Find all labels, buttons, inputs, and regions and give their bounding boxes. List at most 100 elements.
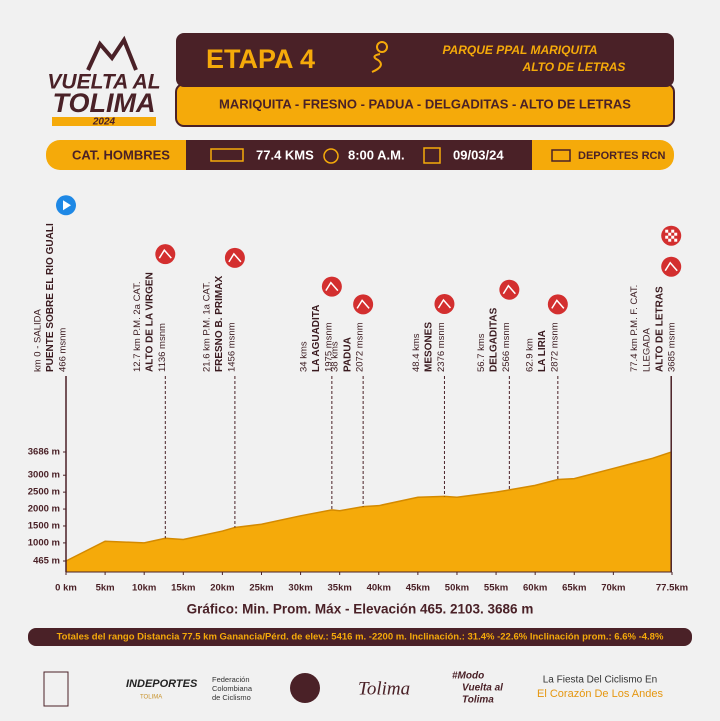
route: MARIQUITA - FRESNO - PADUA - DELGADITAS … bbox=[219, 96, 631, 111]
x-tick-label: 20km bbox=[210, 583, 234, 594]
y-tick-label: 1000 m bbox=[28, 537, 60, 548]
x-tick-label: 35km bbox=[328, 583, 352, 594]
x-tick-label: 50km bbox=[445, 583, 469, 594]
waypoint-info: 56.7 kms bbox=[476, 333, 487, 372]
finish-check bbox=[674, 232, 678, 236]
climb-icon bbox=[547, 294, 568, 315]
logo-line2: TOLIMA bbox=[53, 88, 156, 118]
logo-band bbox=[52, 117, 156, 126]
waypoint-info: 77.4 km P.M. F. CAT. bbox=[629, 285, 640, 372]
clock-icon bbox=[323, 148, 339, 164]
climb-icon bbox=[434, 293, 455, 314]
ruler-icon bbox=[210, 148, 244, 162]
waypoint-info: km 0 - SALIDA bbox=[33, 309, 44, 372]
x-tick-label: 55km bbox=[484, 583, 508, 594]
y-tick-label: 3000 m bbox=[28, 470, 60, 481]
waypoint-info: 2872 msnm bbox=[549, 322, 560, 372]
x-tick-label: 77.5km bbox=[656, 583, 688, 594]
time: 8:00 A.M. bbox=[348, 147, 405, 162]
waypoint-info: 2566 msnm bbox=[501, 322, 512, 372]
logo-line1: VUELTA AL bbox=[47, 71, 160, 94]
x-tick-label: 70km bbox=[601, 583, 625, 594]
waypoint-name: MESONES bbox=[424, 322, 435, 372]
stage-box bbox=[176, 33, 674, 87]
start-icon-arrow bbox=[63, 200, 71, 211]
waypoint-info: 466 msnm bbox=[58, 328, 69, 372]
climb-icon bbox=[661, 256, 682, 277]
federation-2: Colombiana bbox=[212, 684, 253, 693]
finish-check bbox=[674, 238, 678, 242]
climb-icon-mountain bbox=[325, 281, 339, 292]
end-place: ALTO DE LETRAS bbox=[522, 60, 626, 74]
climb-icon bbox=[499, 279, 520, 300]
y-tick-label: 2000 m bbox=[28, 504, 60, 515]
climb-icon-mountain bbox=[502, 284, 516, 295]
logo-year: 2024 bbox=[92, 117, 116, 128]
waypoint-info: 2072 msnm bbox=[355, 322, 366, 372]
waypoint-name: PADUA bbox=[342, 337, 353, 372]
waypoint-info: 1975 msnm bbox=[323, 322, 334, 372]
finish-check bbox=[668, 238, 672, 242]
x-tick-label: 10km bbox=[132, 583, 156, 594]
indeportes-tolima: TOLIMA bbox=[140, 695, 162, 701]
waypoint-name: LA LIRIA bbox=[537, 330, 548, 372]
x-tick-label: 40km bbox=[367, 583, 391, 594]
hashtag-1: #Modo bbox=[452, 671, 484, 682]
hashtag-3: Tolima bbox=[462, 695, 494, 706]
broadcaster: DEPORTES RCN bbox=[578, 150, 665, 162]
climb-icon-mountain bbox=[664, 261, 678, 272]
waypoint-info: 12.7 km P.M. 2a CAT. bbox=[132, 282, 143, 372]
stage-title: ETAPA 4 bbox=[206, 44, 315, 74]
waypoint-info: LLEGADA bbox=[642, 328, 653, 372]
waypoint-info: 2376 msnm bbox=[436, 322, 447, 372]
climb-icon bbox=[155, 244, 176, 265]
elevation-area bbox=[66, 452, 672, 572]
category: CAT. HOMBRES bbox=[72, 147, 170, 162]
tolima-brand: Tolima bbox=[358, 678, 410, 699]
elevation-chart: 0 km 5km 10km 15km 20km 25km 30km 35km 40km 45km 5… bbox=[28, 195, 688, 594]
y-tick-label: 465 m bbox=[33, 556, 60, 567]
waypoint-info: 1136 msnm bbox=[157, 323, 168, 372]
climb-icon-mountain bbox=[356, 299, 370, 309]
x-tick-label: 0 km bbox=[55, 583, 77, 594]
x-tick-label: 25km bbox=[249, 583, 273, 594]
waypoint-info: 62.9 km bbox=[524, 338, 535, 372]
x-tick-label: 5km bbox=[96, 583, 115, 594]
y-tick-label: 2500 m bbox=[28, 487, 60, 498]
waypoint-info: 21.6 km P.M. 1a CAT. bbox=[201, 282, 212, 372]
indeportes: INDEPORTES bbox=[126, 678, 198, 690]
waypoint-info: 3685 msnm bbox=[667, 322, 678, 372]
finish-check bbox=[665, 235, 669, 239]
waypoint-info: 48.4 kms bbox=[411, 333, 422, 372]
waypoint-name: PUENTE SOBRE EL RIO GUALI bbox=[45, 223, 56, 372]
finish-check bbox=[665, 229, 669, 233]
chart-subtitle: Gráfico: Min. Prom. Máx - Elevación 465.… bbox=[187, 602, 534, 617]
waypoint-name: LA AGUADITA bbox=[311, 305, 322, 372]
x-tick-label: 15km bbox=[171, 583, 195, 594]
logo-mark bbox=[86, 35, 138, 71]
x-tick-label: 60km bbox=[523, 583, 547, 594]
waypoint-name: ALTO DE LA VIRGEN bbox=[144, 272, 155, 372]
climb-icon-mountain bbox=[551, 299, 565, 309]
date: 09/03/24 bbox=[453, 147, 504, 162]
climb-icon-mountain bbox=[158, 248, 172, 259]
elevation-line bbox=[65, 451, 672, 562]
totals-bar bbox=[28, 628, 692, 646]
hashtag-2: Vuelta al bbox=[462, 683, 503, 694]
x-tick-label: 65km bbox=[562, 583, 586, 594]
y-tick-label: 3686 m bbox=[28, 447, 60, 458]
climb-icon bbox=[321, 276, 342, 297]
climb-icon-mountain bbox=[228, 252, 242, 263]
finish-check bbox=[671, 235, 675, 239]
calendar-icon bbox=[423, 147, 441, 164]
waypoint-info: 38 kms bbox=[330, 341, 341, 372]
distance: 77.4 KMS bbox=[256, 147, 314, 162]
slogan-1: La Fiesta Del Ciclismo En bbox=[543, 675, 657, 686]
waypoint-name: FRESNO B. PRIMAX bbox=[214, 276, 225, 372]
federation-3: de Ciclismo bbox=[212, 693, 251, 702]
climb-icon-mountain bbox=[437, 298, 452, 309]
finish-check bbox=[671, 229, 675, 233]
climb-icon bbox=[224, 247, 245, 268]
